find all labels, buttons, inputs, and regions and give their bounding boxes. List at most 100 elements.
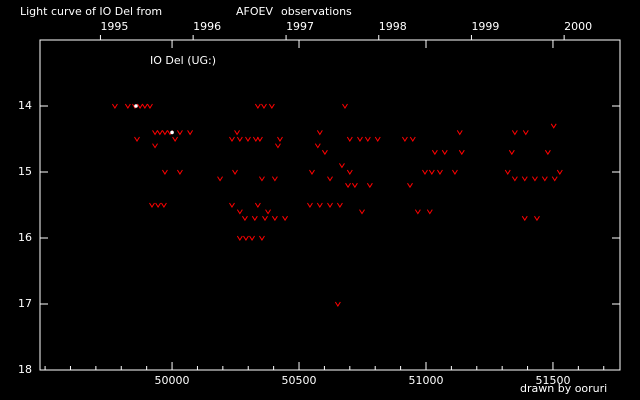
data-point bbox=[252, 136, 259, 142]
data-point bbox=[346, 136, 353, 142]
data-point bbox=[236, 235, 243, 241]
data-point bbox=[162, 169, 168, 175]
y-tick-label: 15 bbox=[18, 165, 32, 178]
data-point bbox=[551, 176, 558, 182]
data-point bbox=[327, 176, 333, 182]
x2-tick-label: 2000 bbox=[564, 20, 592, 33]
data-point bbox=[504, 169, 511, 175]
data-point bbox=[156, 130, 163, 136]
data-point bbox=[414, 209, 421, 215]
data-point bbox=[314, 143, 321, 149]
data-point bbox=[141, 103, 148, 109]
data-point bbox=[271, 176, 278, 182]
data-point bbox=[149, 202, 155, 208]
data-point bbox=[111, 103, 118, 109]
plot-frame bbox=[39, 39, 621, 371]
data-point bbox=[251, 215, 258, 222]
x-tick-label: 51500 bbox=[535, 374, 570, 387]
data-point bbox=[265, 209, 271, 215]
data-point bbox=[339, 163, 345, 169]
data-point bbox=[243, 235, 249, 241]
data-point bbox=[508, 149, 515, 156]
data-point bbox=[407, 182, 413, 189]
data-point bbox=[359, 209, 365, 215]
y-tick-label: 16 bbox=[18, 231, 32, 244]
data-point bbox=[366, 182, 373, 189]
data-point bbox=[428, 169, 435, 175]
data-point bbox=[147, 103, 153, 109]
x2-tick-label: 1997 bbox=[286, 20, 314, 33]
data-point bbox=[259, 235, 265, 241]
data-point bbox=[426, 209, 433, 215]
x2-tick-label: 1999 bbox=[471, 20, 499, 33]
data-point bbox=[544, 149, 551, 156]
data-point bbox=[242, 215, 248, 222]
data-point bbox=[176, 130, 183, 136]
data-point bbox=[327, 202, 333, 208]
title-part: observations bbox=[281, 5, 352, 18]
data-point bbox=[401, 136, 408, 142]
data-point bbox=[172, 136, 179, 142]
data-point bbox=[256, 136, 263, 142]
data-point bbox=[321, 149, 328, 156]
data-point bbox=[521, 215, 528, 222]
title-part: Light curve of IO Del from bbox=[20, 5, 162, 18]
data-point bbox=[556, 169, 563, 175]
x2-tick-label: 1995 bbox=[100, 20, 128, 33]
data-point bbox=[254, 103, 261, 109]
data-point bbox=[176, 169, 183, 175]
data-point bbox=[277, 136, 283, 142]
data-point bbox=[152, 130, 158, 136]
x-tick-label: 50500 bbox=[282, 374, 317, 387]
data-point bbox=[336, 202, 343, 208]
credit: drawn by ooruri bbox=[520, 382, 607, 395]
data-point bbox=[155, 202, 162, 208]
data-point bbox=[217, 176, 223, 182]
data-point bbox=[431, 149, 438, 156]
data-point bbox=[229, 136, 235, 142]
data-point bbox=[275, 143, 281, 149]
data-point bbox=[345, 182, 351, 189]
data-point bbox=[316, 202, 323, 208]
data-point bbox=[456, 130, 463, 136]
data-point bbox=[134, 136, 140, 142]
data-point bbox=[409, 136, 416, 142]
data-point bbox=[342, 103, 348, 109]
data-point bbox=[357, 136, 363, 142]
data-point bbox=[271, 215, 278, 222]
data-point bbox=[245, 136, 251, 142]
data-point bbox=[162, 130, 168, 136]
x-tick-label: 51000 bbox=[408, 374, 443, 387]
data-point bbox=[134, 104, 138, 108]
x-tick-label: 50000 bbox=[155, 374, 190, 387]
x2-tick-label: 1996 bbox=[193, 20, 221, 33]
data-point bbox=[511, 130, 518, 136]
y-tick-label: 14 bbox=[18, 99, 32, 112]
data-point bbox=[259, 176, 265, 182]
data-point bbox=[316, 130, 323, 136]
data-point bbox=[346, 169, 353, 175]
data-point bbox=[229, 202, 235, 208]
data-point bbox=[307, 202, 313, 208]
data-point bbox=[170, 130, 174, 135]
data-point bbox=[160, 202, 167, 208]
data-point bbox=[261, 103, 267, 109]
data-point bbox=[234, 130, 240, 136]
data-point bbox=[364, 136, 371, 142]
data-point bbox=[236, 209, 243, 215]
data-point bbox=[137, 103, 143, 109]
data-point bbox=[374, 136, 381, 142]
data-point bbox=[262, 215, 268, 222]
data-point bbox=[236, 136, 243, 142]
data-point bbox=[232, 169, 238, 175]
annotation: IO Del (UG:) bbox=[150, 54, 216, 67]
data-point bbox=[532, 176, 538, 182]
data-point bbox=[541, 176, 548, 182]
x2-tick-label: 1998 bbox=[379, 20, 407, 33]
data-point bbox=[152, 143, 158, 149]
y-tick-label: 17 bbox=[18, 297, 32, 310]
data-point bbox=[550, 123, 557, 129]
data-point bbox=[187, 130, 194, 136]
